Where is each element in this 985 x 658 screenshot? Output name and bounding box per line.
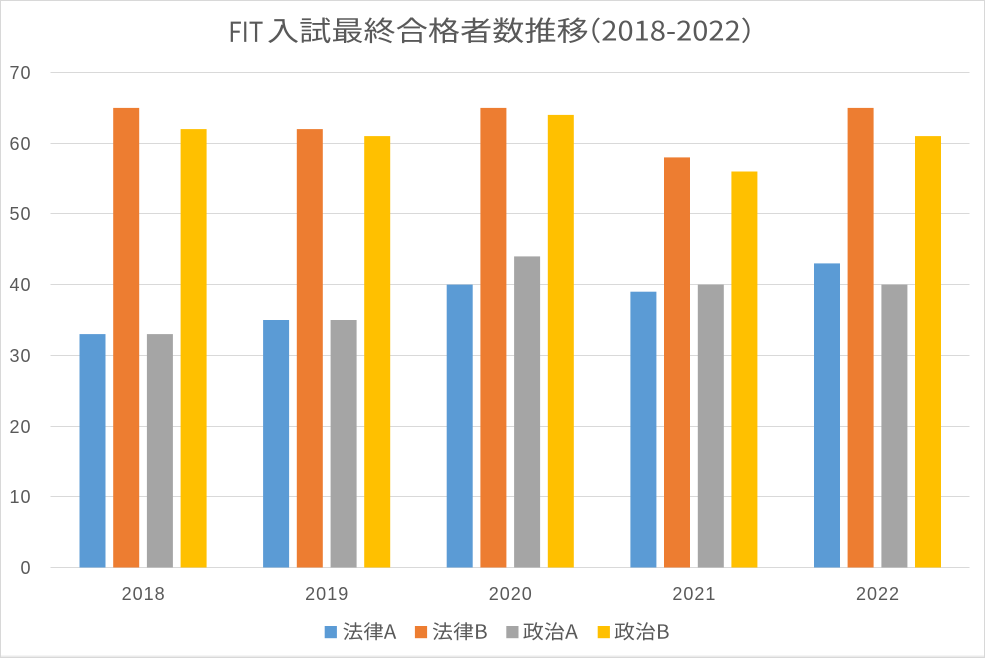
- svg-text:50: 50: [9, 204, 31, 224]
- svg-text:2021: 2021: [672, 584, 716, 604]
- svg-text:2020: 2020: [489, 584, 533, 604]
- svg-text:60: 60: [9, 134, 31, 154]
- svg-text:2019: 2019: [305, 584, 349, 604]
- svg-text:0: 0: [20, 558, 31, 578]
- svg-text:10: 10: [9, 487, 31, 507]
- svg-text:2018: 2018: [122, 584, 166, 604]
- svg-text:2022: 2022: [856, 584, 900, 604]
- svg-text:30: 30: [9, 346, 31, 366]
- svg-text:20: 20: [9, 417, 31, 437]
- svg-text:40: 40: [9, 275, 31, 295]
- svg-text:70: 70: [9, 63, 31, 83]
